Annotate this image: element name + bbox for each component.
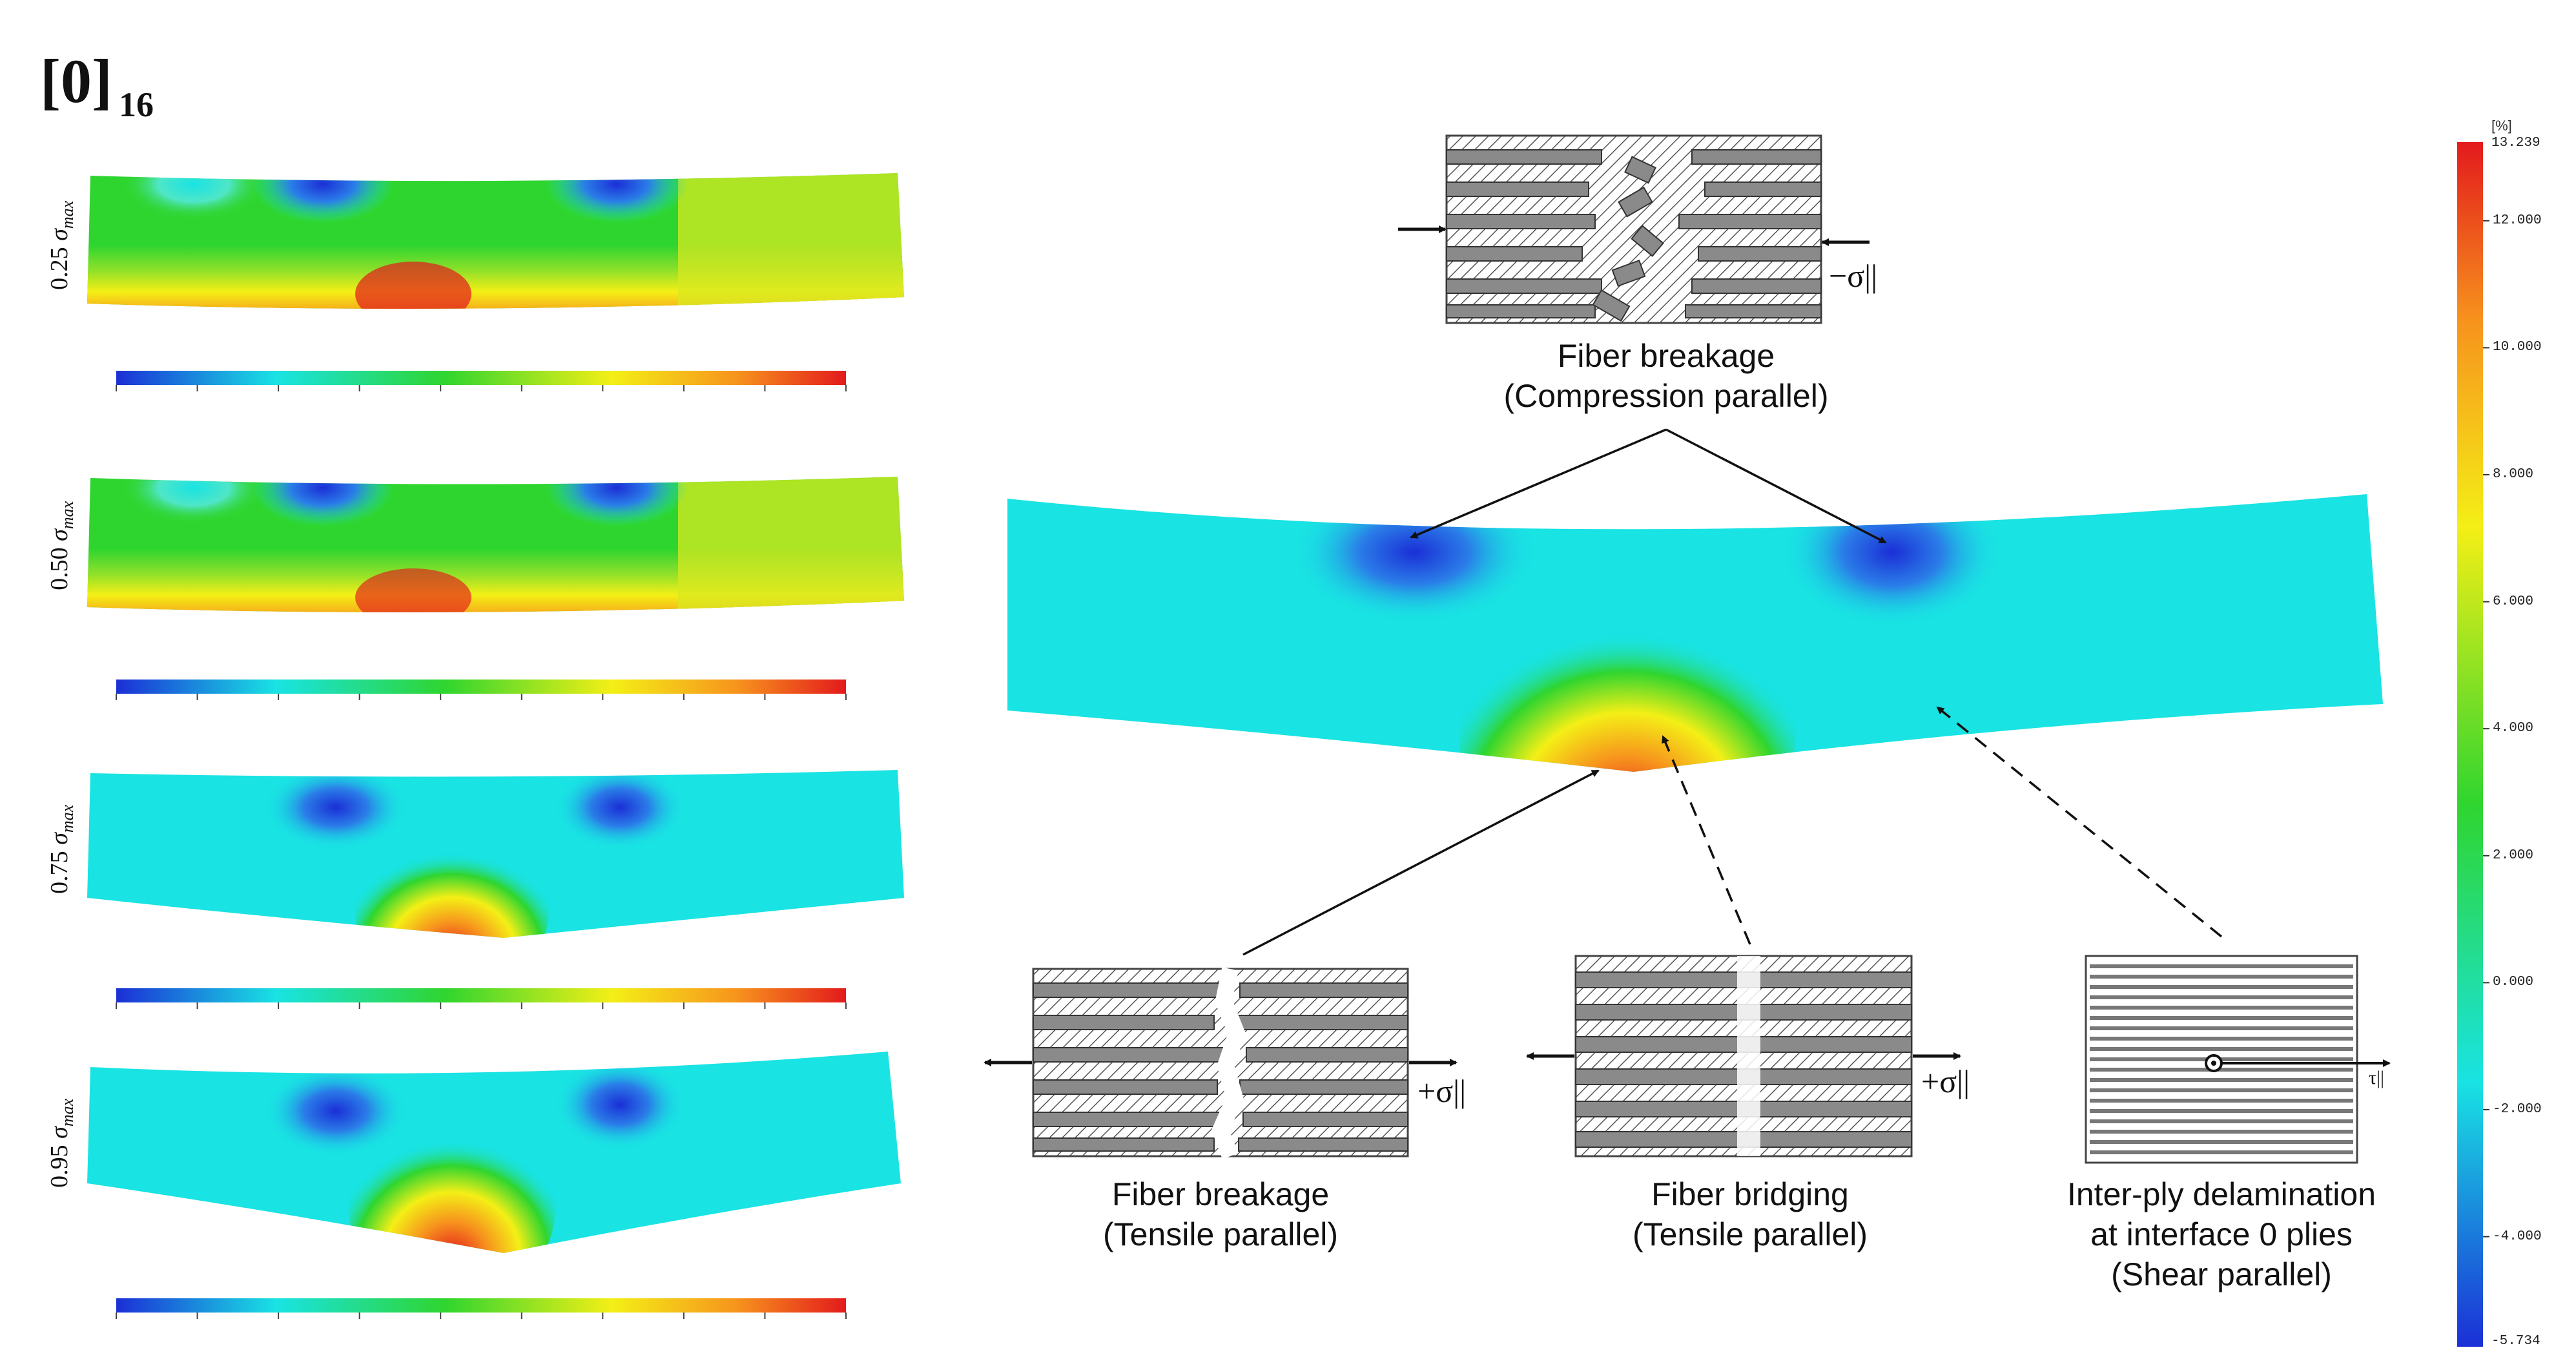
colorbar-max-label: 13.239 — [2491, 136, 2540, 150]
contour-beam-025 — [87, 173, 904, 309]
stress-label-095: 0.95 σmax — [46, 1098, 77, 1188]
mini-colorbar-2 — [116, 680, 846, 694]
main-colorbar — [2457, 142, 2489, 1347]
caption-bridging: Fiber bridging (Tensile parallel) — [1632, 1176, 1868, 1252]
tensile-sketch — [984, 967, 1458, 1159]
colorbar-min-label: -5.734 — [2491, 1334, 2540, 1349]
delamination-sketch — [2085, 955, 2391, 1164]
colorbar-tick-label: 8.000 — [2493, 466, 2534, 482]
contour-beam-large — [1007, 494, 2383, 772]
colorbar-tick-label: -4.000 — [2493, 1229, 2542, 1244]
mini-colorbar-3 — [116, 988, 846, 1002]
contour-beam-075 — [87, 770, 904, 938]
colorbar-tick-label: 10.000 — [2493, 340, 2542, 355]
colorbar-tick-label: -2.000 — [2493, 1101, 2542, 1117]
compression-sketch — [1398, 134, 1870, 324]
bridging-sketch — [1526, 955, 1961, 1157]
pos-sigma-label-bridging: +σ|| — [1921, 1063, 1970, 1099]
contour-beam-050 — [87, 477, 904, 612]
pos-sigma-label-tensile: +σ|| — [1417, 1073, 1467, 1109]
colorbar-tick-label: 6.000 — [2493, 594, 2534, 609]
mini-colorbar-1 — [116, 371, 846, 385]
colorbar-tick-label: 0.000 — [2493, 975, 2534, 990]
mini-colorbar-4 — [116, 1298, 846, 1313]
caption-compression: Fiber breakage (Compression parallel) — [1503, 338, 1829, 414]
colorbar-tick-label: 4.000 — [2493, 721, 2534, 736]
stress-label-025: 0.25 σmax — [46, 200, 77, 290]
colorbar-tick-label: 2.000 — [2493, 847, 2534, 863]
caption-delamination: Inter-ply delamination at interface 0 pli… — [2066, 1176, 2376, 1292]
colorbar-unit: [%] — [2491, 118, 2512, 134]
stress-label-075: 0.75 σmax — [46, 804, 77, 894]
tau-label: τ|| — [2369, 1067, 2385, 1088]
stress-label-050: 0.50 σmax — [46, 501, 77, 590]
callout-arrows — [1242, 428, 2223, 956]
mini-colorbars — [116, 371, 847, 1319]
colorbar-tick-label: 12.000 — [2493, 213, 2542, 228]
contour-beam-095 — [87, 1052, 901, 1253]
neg-sigma-label: −σ|| — [1829, 258, 1878, 294]
figure-title: [0] 16 — [40, 47, 154, 124]
caption-tensile: Fiber breakage (Tensile parallel) — [1102, 1176, 1339, 1252]
